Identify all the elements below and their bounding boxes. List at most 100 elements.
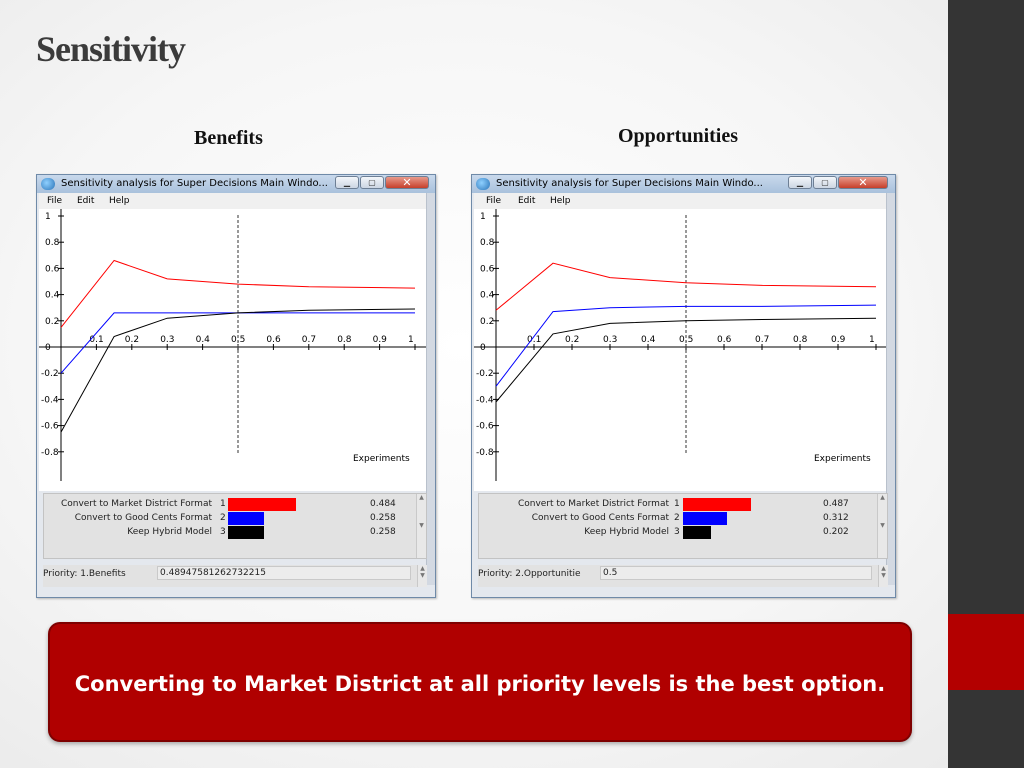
y-tick-label: -0.8 bbox=[41, 448, 59, 458]
alternative-label: Keep Hybrid Model bbox=[127, 527, 212, 537]
x-tick-label: 0.3 bbox=[160, 335, 174, 345]
alternative-label: Convert to Market District Format bbox=[517, 499, 669, 509]
sensitivity-plot[interactable]: 1 0.8 0.6 0.4 0.2 0 -0.2 -0.4 -0.6 -0.8 0.1 0.2 0.3 0… bbox=[474, 209, 888, 491]
result-row: Convert to Market District Format 1 0.48… bbox=[479, 497, 875, 511]
x-axis-label: Experiments bbox=[814, 454, 871, 464]
alternative-value: 0.202 bbox=[823, 527, 849, 537]
y-tick-label: 0.6 bbox=[45, 264, 60, 274]
vertical-scrollbar[interactable] bbox=[426, 193, 435, 585]
priority-value-field[interactable]: 0.5 bbox=[600, 566, 872, 580]
vertical-scrollbar[interactable] bbox=[886, 193, 895, 585]
alternative-bar bbox=[228, 498, 296, 511]
close-button[interactable]: ✕ bbox=[838, 176, 888, 189]
x-tick-label: 0.6 bbox=[717, 335, 732, 345]
sensitivity-chart: 1 0.8 0.6 0.4 0.2 0 -0.2 -0.4 -0.6 -0.8 0.1 0.2 0.3 0… bbox=[39, 209, 427, 481]
status-scrollbar[interactable]: ▲ ▼ bbox=[417, 565, 427, 587]
alternative-value: 0.258 bbox=[370, 513, 396, 523]
sensitivity-window-benefits[interactable]: Sensitivity analysis for Super Decisions… bbox=[36, 174, 436, 598]
x-tick-label: 0.9 bbox=[373, 335, 388, 345]
window-titlebar[interactable]: Sensitivity analysis for Super Decisions… bbox=[472, 175, 895, 193]
menu-file[interactable]: File bbox=[486, 196, 502, 206]
result-row: Convert to Market District Format 1 0.48… bbox=[44, 497, 416, 511]
alternative-bar bbox=[228, 526, 265, 539]
alternative-number: 1 bbox=[674, 499, 680, 509]
menubar: File Edit Help bbox=[39, 193, 427, 209]
y-tick-label: -0.4 bbox=[41, 395, 59, 405]
sensitivity-chart: 1 0.8 0.6 0.4 0.2 0 -0.2 -0.4 -0.6 -0.8 0.1 0.2 0.3 0… bbox=[474, 209, 888, 481]
results-scrollbar[interactable]: ▲ ▼ bbox=[877, 494, 887, 558]
alternative-bar bbox=[683, 526, 712, 539]
y-tick-label: 0.4 bbox=[480, 291, 495, 301]
y-tick-label: 0.8 bbox=[45, 238, 60, 248]
y-tick-label: -0.2 bbox=[41, 369, 59, 379]
y-tick-label: 0.4 bbox=[45, 291, 60, 301]
alternative-number: 2 bbox=[220, 513, 226, 523]
window-title: Sensitivity analysis for Super Decisions… bbox=[496, 178, 763, 189]
x-tick-label: 0.4 bbox=[641, 335, 656, 345]
panel-heading-opportunities: Opportunities bbox=[618, 125, 739, 147]
menu-edit[interactable]: Edit bbox=[518, 196, 536, 206]
alternative-number: 3 bbox=[674, 527, 680, 537]
y-tick-label: -0.4 bbox=[476, 395, 494, 405]
x-tick-label: 0.6 bbox=[266, 335, 281, 345]
y-tick-label: -0.8 bbox=[476, 448, 494, 458]
series-line-3 bbox=[60, 308, 416, 433]
alternative-value: 0.312 bbox=[823, 513, 849, 523]
series-line-2 bbox=[60, 312, 415, 374]
alternative-label: Convert to Market District Format bbox=[60, 499, 212, 509]
results-scrollbar[interactable]: ▲ ▼ bbox=[416, 494, 426, 558]
alternatives-results: Convert to Market District Format 1 0.48… bbox=[478, 493, 888, 559]
alternative-value: 0.484 bbox=[370, 499, 396, 509]
y-tick-label: 1 bbox=[45, 212, 51, 222]
x-tick-label: 1 bbox=[869, 335, 875, 345]
alternative-bar bbox=[228, 512, 265, 525]
y-tick-label: 0.8 bbox=[480, 238, 495, 248]
minimize-button[interactable]: ▁ bbox=[788, 176, 812, 189]
slide-title: Sensitivity bbox=[36, 29, 186, 69]
alternative-bar bbox=[683, 512, 727, 525]
alternative-label: Convert to Good Cents Format bbox=[74, 513, 212, 523]
x-tick-label: 0.8 bbox=[793, 335, 808, 345]
alternatives-results: Convert to Market District Format 1 0.48… bbox=[43, 493, 427, 559]
menu-help[interactable]: Help bbox=[550, 196, 571, 206]
priority-status: Priority: 2.Opportunitie 0.5 ▲ ▼ bbox=[478, 565, 888, 587]
x-tick-label: 0.8 bbox=[337, 335, 352, 345]
maximize-button[interactable]: ▢ bbox=[360, 176, 384, 189]
y-tick-label: -0.6 bbox=[476, 422, 494, 432]
alternative-value: 0.487 bbox=[823, 499, 849, 509]
y-tick-label: 1 bbox=[480, 212, 486, 222]
result-row: Convert to Good Cents Format 2 0.312 bbox=[479, 511, 875, 525]
sensitivity-window-opportunities[interactable]: Sensitivity analysis for Super Decisions… bbox=[471, 174, 896, 598]
window-title: Sensitivity analysis for Super Decisions… bbox=[61, 178, 328, 189]
menu-edit[interactable]: Edit bbox=[77, 196, 95, 206]
priority-value-field[interactable]: 0.48947581262732215 bbox=[157, 566, 411, 580]
menu-file[interactable]: File bbox=[47, 196, 63, 206]
sidebar-accent-block bbox=[948, 614, 1024, 690]
menu-help[interactable]: Help bbox=[109, 196, 130, 206]
x-tick-label: 0.2 bbox=[125, 335, 139, 345]
y-tick-label: 0 bbox=[45, 343, 51, 353]
x-tick-label: 0.9 bbox=[831, 335, 846, 345]
series-line-1 bbox=[60, 259, 416, 328]
alternative-bar bbox=[683, 498, 752, 511]
x-tick-label: 0.7 bbox=[302, 335, 316, 345]
window-titlebar[interactable]: Sensitivity analysis for Super Decisions… bbox=[37, 175, 435, 193]
x-tick-label: 0.2 bbox=[565, 335, 579, 345]
close-button[interactable]: ✕ bbox=[385, 176, 429, 189]
y-tick-label: 0.6 bbox=[480, 264, 495, 274]
x-tick-label: 0.4 bbox=[196, 335, 211, 345]
x-tick-label: 1 bbox=[408, 335, 414, 345]
alternative-value: 0.258 bbox=[370, 527, 396, 537]
x-axis-label: Experiments bbox=[353, 454, 410, 464]
minimize-button[interactable]: ▁ bbox=[335, 176, 359, 189]
conclusion-banner: Converting to Market District at all pri… bbox=[48, 622, 912, 742]
result-row: Keep Hybrid Model 3 0.258 bbox=[44, 525, 416, 539]
x-tick-label: 0.3 bbox=[603, 335, 617, 345]
x-tick-label: 0.1 bbox=[89, 335, 103, 345]
status-scrollbar[interactable]: ▲ ▼ bbox=[878, 565, 888, 587]
y-tick-label: 0.2 bbox=[480, 317, 494, 327]
priority-label: Priority: 1.Benefits bbox=[43, 569, 126, 579]
y-tick-label: 0.2 bbox=[45, 317, 59, 327]
maximize-button[interactable]: ▢ bbox=[813, 176, 837, 189]
sensitivity-plot[interactable]: 1 0.8 0.6 0.4 0.2 0 -0.2 -0.4 -0.6 -0.8 0.1 0.2 0.3 0… bbox=[39, 209, 427, 491]
